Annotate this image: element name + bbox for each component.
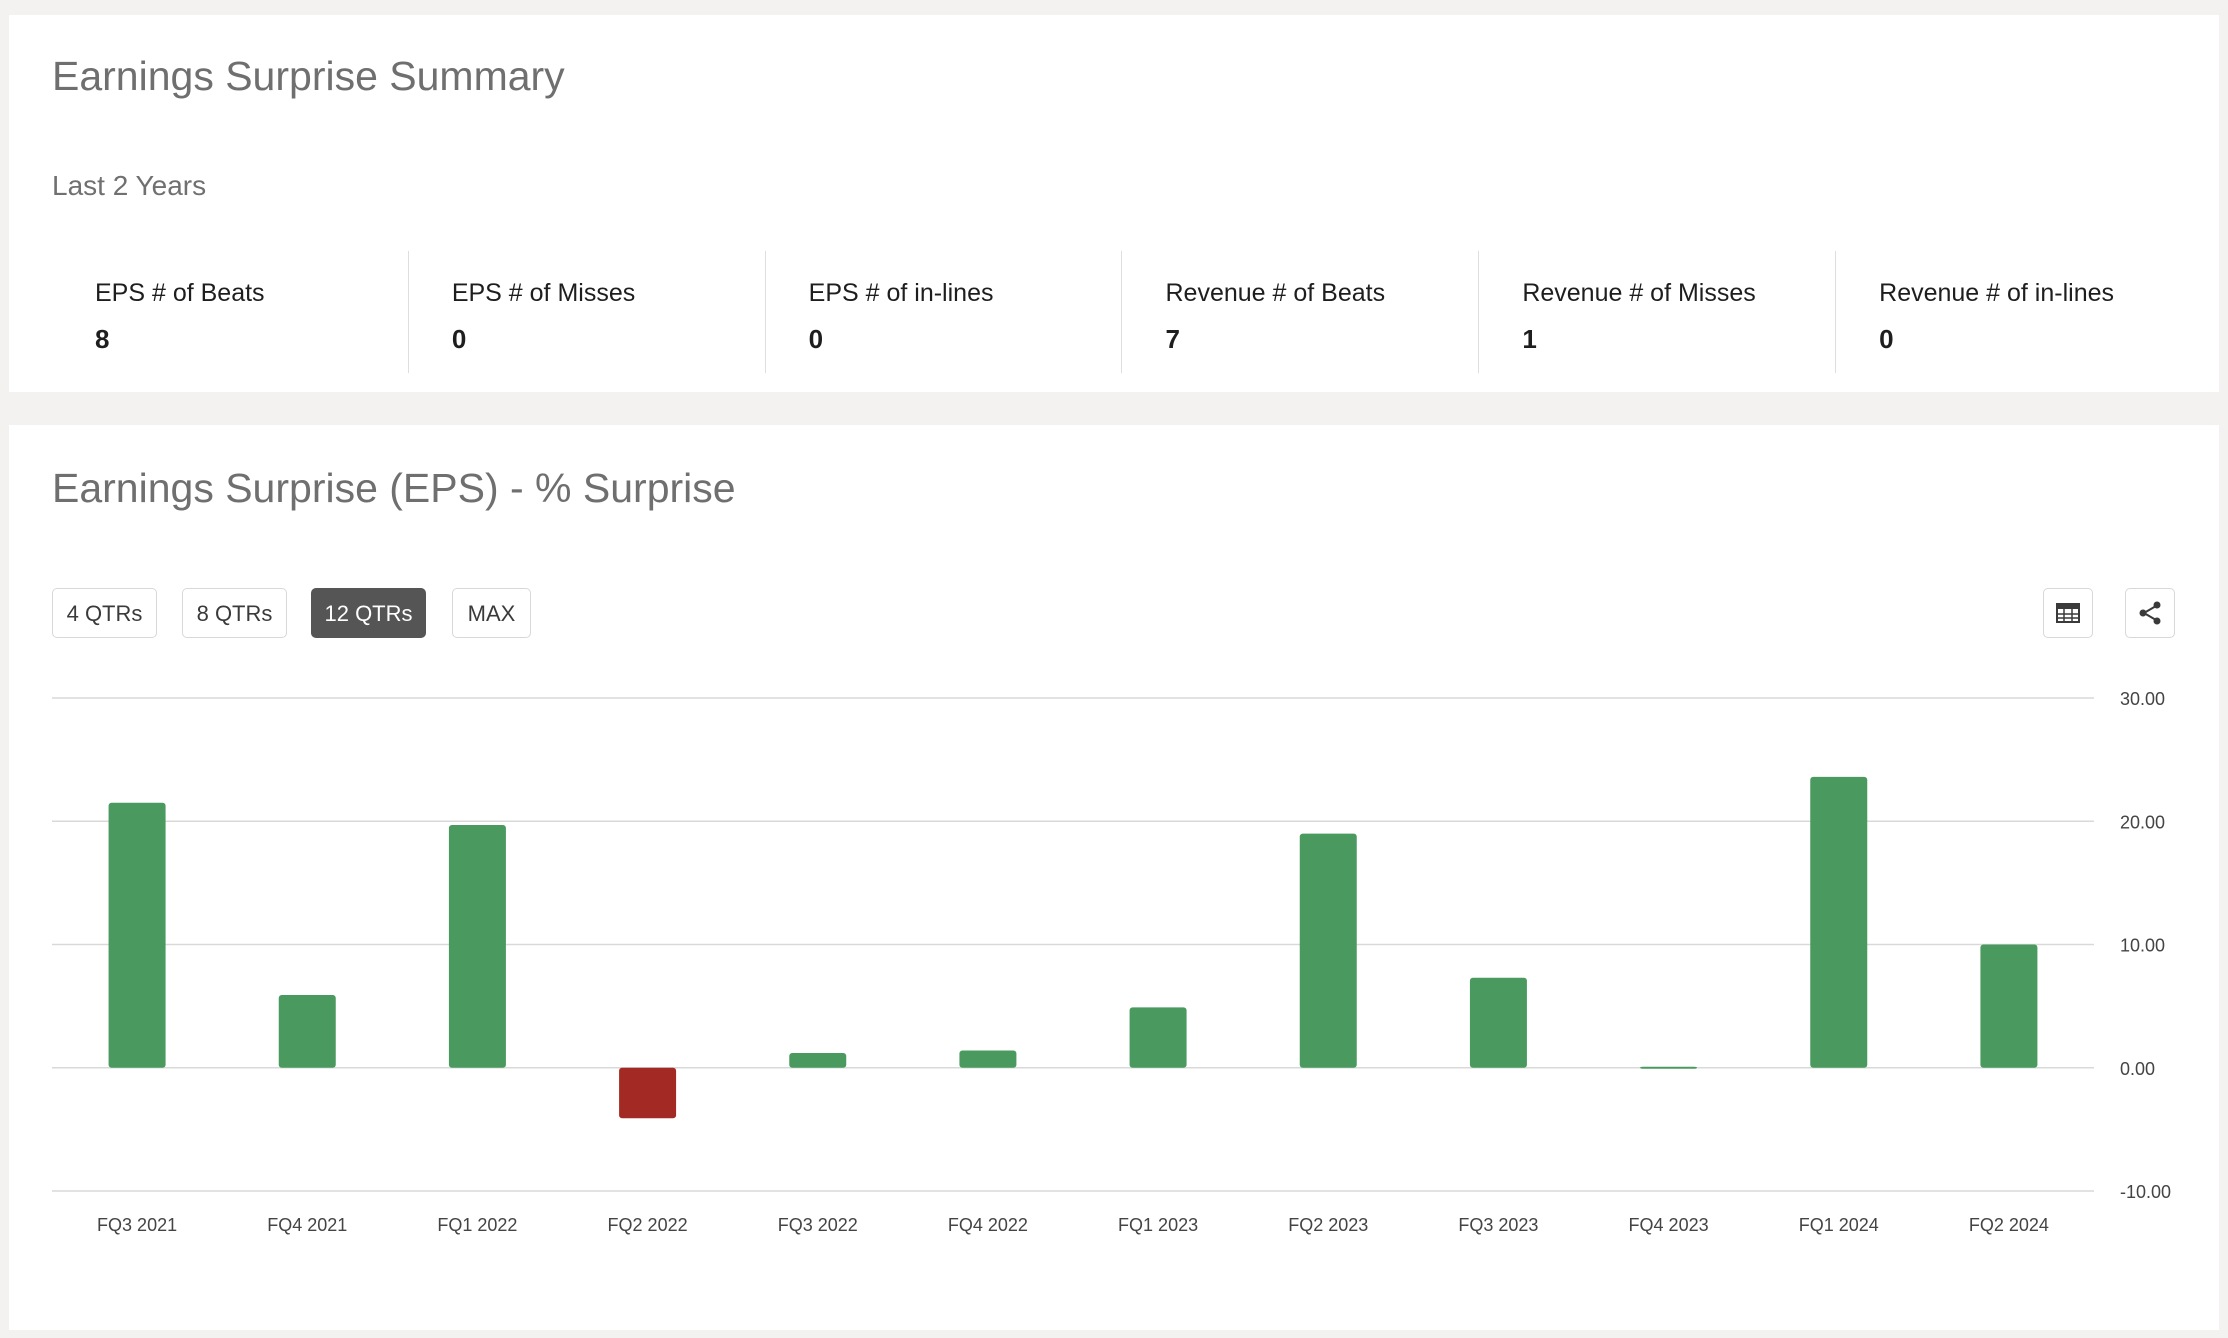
stat-eps-beats: EPS # of Beats 8 <box>52 251 408 373</box>
bar <box>108 802 166 1068</box>
x-tick-label: FQ1 2023 <box>1118 1215 1198 1235</box>
stat-revenue-misses: Revenue # of Misses 1 <box>1478 251 1835 373</box>
x-tick-label: FQ2 2022 <box>608 1215 688 1235</box>
stat-label: Revenue # of Misses <box>1522 279 1756 307</box>
bar <box>1980 944 2038 1068</box>
stats-row: EPS # of Beats 8 EPS # of Misses 0 EPS #… <box>52 251 2192 373</box>
bar <box>789 1052 847 1068</box>
stat-label: Revenue # of Beats <box>1165 279 1386 307</box>
bar <box>1129 1007 1187 1068</box>
table-icon <box>2056 603 2080 623</box>
x-tick-label: FQ3 2023 <box>1458 1215 1538 1235</box>
x-tick-label: FQ3 2021 <box>97 1215 177 1235</box>
summary-card: Earnings Surprise Summary Last 2 Years E… <box>9 15 2219 392</box>
stat-value: 8 <box>95 324 110 354</box>
stat-value: 0 <box>451 324 467 354</box>
bar <box>448 824 506 1068</box>
y-tick-label: 10.00 <box>2120 936 2165 956</box>
stat-eps-inlines: EPS # of in-lines 0 <box>764 251 1122 373</box>
stat-value: 0 <box>808 324 824 354</box>
x-tick-label: FQ3 2022 <box>778 1215 858 1235</box>
bar <box>1640 1066 1698 1069</box>
eps-surprise-chart: 30.00 20.00 10.00 0.00 -10.00 FQ3 2021 FQ4 202… <box>52 689 2171 1235</box>
x-tick-label: FQ2 2024 <box>1969 1215 2049 1235</box>
chart-title: Earnings Surprise (EPS) - % Surprise <box>52 465 736 511</box>
y-tick-label: 30.00 <box>2120 689 2165 709</box>
bar <box>959 1050 1017 1068</box>
range-12-qtrs-button[interactable]: 12 QTRs <box>311 588 426 638</box>
x-tick-label: FQ4 2023 <box>1629 1215 1709 1235</box>
stat-value: 7 <box>1165 324 1180 354</box>
bar <box>278 995 336 1068</box>
x-tick-label: FQ1 2022 <box>437 1215 517 1235</box>
share-icon <box>2139 601 2161 625</box>
stat-revenue-beats: Revenue # of Beats 7 <box>1121 251 1478 373</box>
bar <box>1299 833 1357 1068</box>
bar <box>1469 977 1527 1068</box>
summary-title: Earnings Surprise Summary <box>52 53 565 99</box>
stat-label: EPS # of in-lines <box>808 279 994 307</box>
range-max-button[interactable]: MAX <box>452 588 531 638</box>
x-tick-label: FQ4 2022 <box>948 1215 1028 1235</box>
stat-value: 1 <box>1522 324 1537 354</box>
y-tick-label: 20.00 <box>2120 812 2165 832</box>
range-8-qtrs-button[interactable]: 8 QTRs <box>182 588 287 638</box>
y-tick-label: -10.00 <box>2120 1182 2171 1202</box>
stat-label: EPS # of Misses <box>451 279 636 307</box>
stat-label: EPS # of Beats <box>95 279 265 307</box>
table-view-button[interactable] <box>2043 588 2093 638</box>
x-tick-label: FQ2 2023 <box>1288 1215 1368 1235</box>
stat-value: 0 <box>1879 324 1894 354</box>
stat-label: Revenue # of in-lines <box>1879 279 2115 307</box>
stat-revenue-inlines: Revenue # of in-lines 0 <box>1835 251 2192 373</box>
stat-eps-misses: EPS # of Misses 0 <box>407 251 765 373</box>
x-tick-label: FQ1 2024 <box>1799 1215 1879 1235</box>
x-tick-label: FQ4 2021 <box>267 1215 347 1235</box>
bar <box>1810 776 1868 1068</box>
range-4-qtrs-button[interactable]: 4 QTRs <box>52 588 157 638</box>
period-label: Last 2 Years <box>52 170 207 201</box>
chart-card: 30.00 20.00 10.00 0.00 -10.00 FQ3 2021 FQ4 202… <box>9 425 2219 1330</box>
y-tick-label: 0.00 <box>2120 1059 2155 1079</box>
share-button[interactable] <box>2125 588 2175 638</box>
bar <box>619 1067 677 1119</box>
